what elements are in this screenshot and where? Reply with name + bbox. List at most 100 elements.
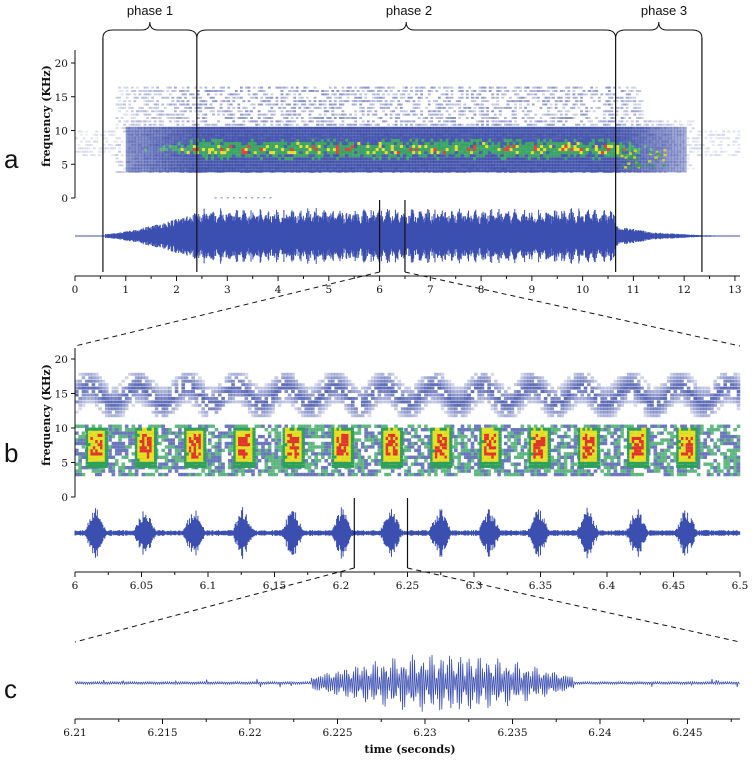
spec-a-cell (239, 117, 243, 119)
spec-a-cell (92, 154, 96, 157)
spec-a-cell (442, 141, 447, 145)
spec-a-cell (147, 151, 151, 155)
spec-a-cell (348, 135, 352, 139)
spec-a-cell (128, 103, 132, 106)
spec-a-cell (158, 123, 162, 126)
spec-a-cell (602, 123, 606, 126)
spec-a-cell (199, 120, 203, 123)
spec-a-cell (348, 141, 352, 145)
spec-a-cell (409, 157, 413, 161)
spec-a-cell (430, 132, 434, 136)
spec-a-cell (159, 132, 163, 136)
spec-a-cell (348, 160, 352, 164)
spec-a-cell (387, 154, 392, 158)
spec-a-cell (232, 113, 236, 116)
spec-a-cell (605, 120, 609, 123)
spec-a-cell (450, 96, 454, 99)
spec-a-cell (366, 141, 370, 145)
spec-a-cell (140, 120, 144, 123)
spec-a-cell (402, 141, 407, 145)
spec-a-cell (635, 123, 639, 126)
spec-a-cell (287, 145, 291, 149)
spec-a-cell (265, 160, 270, 164)
spec-a-cell (679, 120, 682, 123)
spec-a-cell (299, 126, 303, 130)
spec-a-cell (445, 151, 450, 155)
spec-a-cell (217, 151, 221, 155)
spec-a-cell (115, 123, 119, 126)
spec-a-cell (418, 154, 422, 158)
spec-a-cell (168, 103, 172, 106)
spec-a-cell (180, 151, 185, 155)
spec-a-cell (389, 117, 393, 119)
spec-a-cell (602, 120, 606, 123)
spec-a-cell (214, 126, 218, 130)
spec-a-cell (262, 169, 267, 173)
spec-a-cell (564, 144, 568, 146)
spec-a-cell (544, 113, 548, 116)
spec-a-cell (184, 96, 187, 99)
spec-a-cell (135, 110, 139, 113)
spec-a-cell (133, 90, 137, 92)
spec-a-cell (412, 169, 416, 173)
spec-a-cell (409, 166, 413, 170)
spec-a-cell (332, 163, 337, 167)
spec-a-cell (514, 144, 517, 146)
spec-a-cell (326, 145, 331, 149)
spec-a-cell (418, 160, 422, 164)
spec-a-cell (293, 148, 297, 152)
spec-a-cell (237, 117, 241, 119)
spec-a-cell (701, 144, 705, 146)
spec-a-cell (229, 113, 233, 116)
spec-a-cell (714, 137, 718, 140)
spec-a-cell (323, 90, 327, 92)
spec-a-cell (402, 138, 407, 142)
spec-a-cell (235, 126, 239, 130)
spec-a-cell (433, 166, 437, 170)
spec-a-cell (437, 96, 441, 99)
spec-a-cell (232, 138, 236, 142)
spec-a-cell (232, 129, 236, 133)
spec-a-cell (144, 169, 148, 173)
spec-a-cell (719, 137, 723, 140)
spec-a-cell (635, 93, 639, 96)
spec-a-cell (256, 157, 261, 161)
spec-a-cell (201, 129, 206, 133)
spec-a-cell (168, 145, 172, 149)
spec-a-cell (407, 144, 411, 146)
spec-a-cell (454, 148, 459, 152)
spec-a-cell (360, 151, 364, 155)
spec-a-cell (410, 110, 413, 113)
spec-a-cell (283, 100, 286, 103)
spec-a-cell (144, 154, 148, 158)
spec-a-cell (336, 106, 340, 109)
spec-a-cell (290, 148, 294, 152)
spec-a-cell (737, 150, 741, 153)
spec-a-cell (478, 93, 482, 96)
spec-a-cell (217, 138, 221, 142)
spec-a-cell (226, 141, 230, 145)
spec-a-cell (211, 160, 215, 164)
spec-a-cell (110, 147, 114, 150)
spec-a-cell (168, 135, 172, 139)
spec-a-cell (345, 129, 349, 133)
spec-a-cell (102, 130, 106, 133)
spec-a-cell (229, 93, 233, 96)
spec-a-cell (473, 144, 477, 146)
spec-a-cell (147, 166, 151, 170)
spec-a-cell (361, 110, 365, 113)
spec-a-cell (250, 145, 255, 149)
spec-a-cell (229, 141, 233, 145)
spec-a-cell (226, 169, 230, 173)
spec-a-cell (214, 135, 218, 139)
spec-a-cell (194, 86, 198, 89)
spec-a-cell (387, 106, 390, 109)
spec-a-cell (486, 110, 489, 113)
spec-a-cell (342, 163, 346, 167)
spec-a-cell (623, 117, 627, 119)
spec-a-cell (384, 113, 388, 116)
spec-a-cell (405, 166, 410, 170)
spec-a-cell (381, 132, 386, 136)
spec-a-cell (280, 106, 284, 109)
